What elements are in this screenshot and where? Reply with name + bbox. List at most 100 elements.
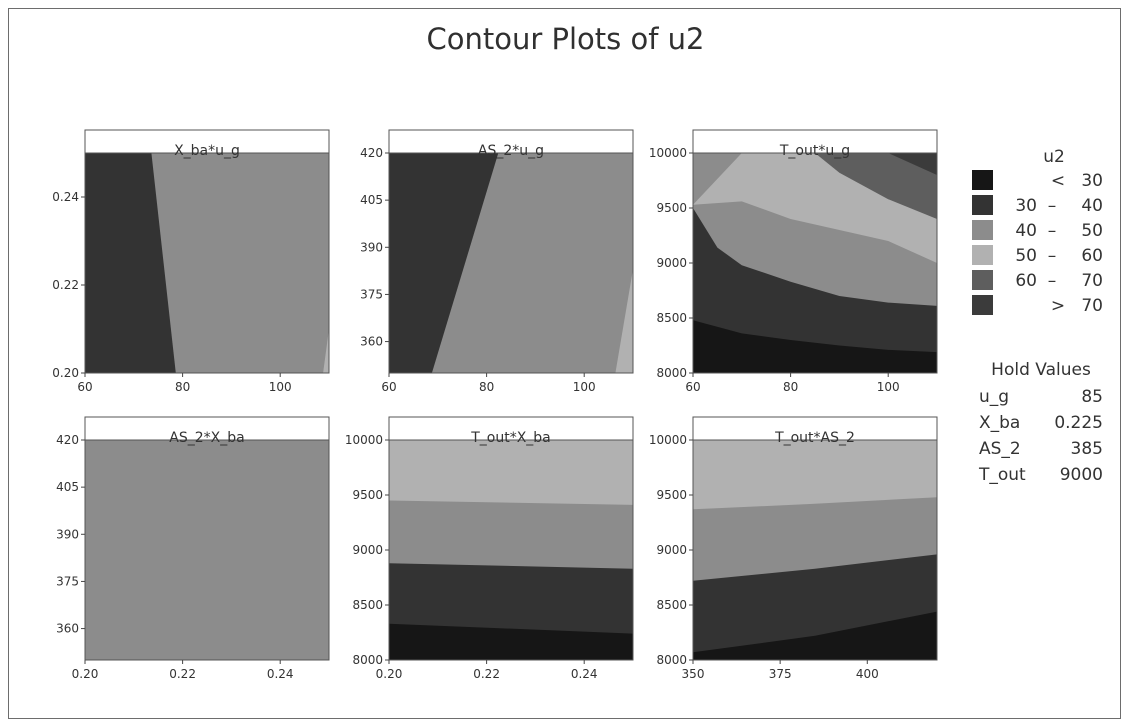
legend-dash: – xyxy=(1048,246,1057,266)
panel-title: X_ba*u_g xyxy=(174,143,240,159)
x-tick-label: 0.22 xyxy=(169,667,196,681)
hold-value: 0.225 xyxy=(1054,413,1103,433)
y-tick-label: 9500 xyxy=(352,488,383,502)
panel-3: AS_2*X_ba 0.20 0.22 0.24 360 375 390 405 420 xyxy=(56,416,330,681)
legend-symbol: > xyxy=(1051,296,1065,316)
legend-dash: – xyxy=(1048,196,1057,216)
x-tick-label: 80 xyxy=(783,380,798,394)
panel-border xyxy=(692,129,938,374)
x-tick-label: 0.24 xyxy=(571,667,598,681)
x-tick-label: 60 xyxy=(381,380,396,394)
contour-region xyxy=(389,623,633,660)
contour-regions xyxy=(693,153,937,373)
panel-border xyxy=(388,416,634,661)
y-tick-label: 10000 xyxy=(345,433,383,447)
y-tick-label: 405 xyxy=(360,193,383,207)
y-tick-label: 420 xyxy=(360,146,383,160)
legend-high: 70 xyxy=(1081,271,1103,291)
legend-swatch xyxy=(972,245,993,265)
x-tick-label: 60 xyxy=(685,380,700,394)
x-tick-label: 100 xyxy=(877,380,900,394)
y-tick-label: 9000 xyxy=(656,256,687,270)
panel-border xyxy=(84,129,330,374)
y-tick-label: 360 xyxy=(360,335,383,349)
legend-low: 30 xyxy=(1015,196,1037,216)
hold-name: AS_2 xyxy=(979,439,1021,459)
legend-low: 60 xyxy=(1015,271,1037,291)
contour-region xyxy=(85,153,176,373)
y-tick-label: 9000 xyxy=(656,543,687,557)
chart-title: Contour Plots of u2 xyxy=(426,22,705,56)
x-tick-label: 80 xyxy=(479,380,494,394)
x-tick-label: 60 xyxy=(77,380,92,394)
panel-title: T_out*AS_2 xyxy=(774,430,855,446)
y-tick-label: 375 xyxy=(360,287,383,301)
legend-swatch xyxy=(972,170,993,190)
contour-region xyxy=(615,269,633,373)
panel-5: T_out*AS_2 350 375 400 8000 8500 9000 9500 10000 xyxy=(649,416,938,681)
panel-1: AS_2*u_g 60 80 100 360 375 390 405 420 xyxy=(360,129,634,394)
panel-border xyxy=(692,416,938,661)
legend-item: 60– 70 xyxy=(972,270,1103,291)
panel-title: AS_2*X_ba xyxy=(169,430,244,446)
contour-regions xyxy=(693,497,937,660)
legend-value: 70 xyxy=(1081,296,1103,316)
legend-value: 30 xyxy=(1081,171,1103,191)
x-tick-label: 100 xyxy=(573,380,596,394)
panel-0: X_ba*u_g 60 80 100 0.20 0.22 0.24 xyxy=(52,129,330,394)
legend-swatch xyxy=(972,195,993,215)
legend-low: 40 xyxy=(1015,221,1037,241)
hold-values: Hold Values u_g 85 X_ba 0.225 AS_2 385 T_out 900… xyxy=(978,360,1103,485)
contour-regions xyxy=(85,153,329,373)
y-tick-label: 8500 xyxy=(656,311,687,325)
hold-values-title: Hold Values xyxy=(991,360,1091,380)
contour-region xyxy=(815,153,937,219)
y-tick-label: 360 xyxy=(56,622,79,636)
x-tick-label: 0.20 xyxy=(72,667,99,681)
legend-swatch xyxy=(972,295,993,315)
panel-border xyxy=(84,416,330,661)
hold-value: 385 xyxy=(1071,439,1103,459)
legend-high: 40 xyxy=(1081,196,1103,216)
hold-name: T_out xyxy=(978,465,1026,485)
panel-2: T_out*u_g 60 80 100 8000 8500 9000 9500 10000 xyxy=(649,129,938,394)
y-tick-label: 390 xyxy=(360,240,383,254)
y-tick-label: 9500 xyxy=(656,201,687,215)
legend-item: 40– 50 xyxy=(972,220,1103,241)
y-tick-label: 375 xyxy=(56,574,79,588)
legend-swatch xyxy=(972,270,993,290)
legend-dash: – xyxy=(1048,271,1057,291)
legend-item: 50– 60 xyxy=(972,245,1103,266)
panel-title: T_out*u_g xyxy=(779,143,850,159)
hold-value: 9000 xyxy=(1060,465,1103,485)
y-tick-label: 405 xyxy=(56,480,79,494)
y-tick-label: 8000 xyxy=(656,653,687,667)
y-tick-label: 8000 xyxy=(656,366,687,380)
x-tick-label: 0.24 xyxy=(267,667,294,681)
contour-region xyxy=(693,208,937,373)
x-tick-label: 0.22 xyxy=(473,667,500,681)
legend-high: 50 xyxy=(1081,221,1103,241)
legend-swatch xyxy=(972,220,993,240)
legend-low: 50 xyxy=(1015,246,1037,266)
contour-region xyxy=(693,320,937,373)
contour-region xyxy=(323,329,329,373)
panel-title: AS_2*u_g xyxy=(478,143,544,159)
y-tick-label: 8500 xyxy=(656,598,687,612)
contour-region xyxy=(693,611,937,660)
contour-background xyxy=(85,440,329,660)
legend-title: u2 xyxy=(1043,147,1065,167)
legend-item: >70 xyxy=(972,295,1103,316)
y-tick-label: 0.20 xyxy=(52,366,79,380)
y-tick-label: 8500 xyxy=(352,598,383,612)
y-tick-label: 10000 xyxy=(649,433,687,447)
panel-4: T_out*X_ba 0.20 0.22 0.24 8000 8500 9000 9500 10… xyxy=(345,416,634,681)
y-tick-label: 390 xyxy=(56,527,79,541)
y-tick-label: 0.24 xyxy=(52,190,79,204)
y-tick-label: 420 xyxy=(56,433,79,447)
legend-dash: – xyxy=(1048,221,1057,241)
legend-item: 30– 40 xyxy=(972,195,1103,216)
x-tick-label: 375 xyxy=(769,667,792,681)
